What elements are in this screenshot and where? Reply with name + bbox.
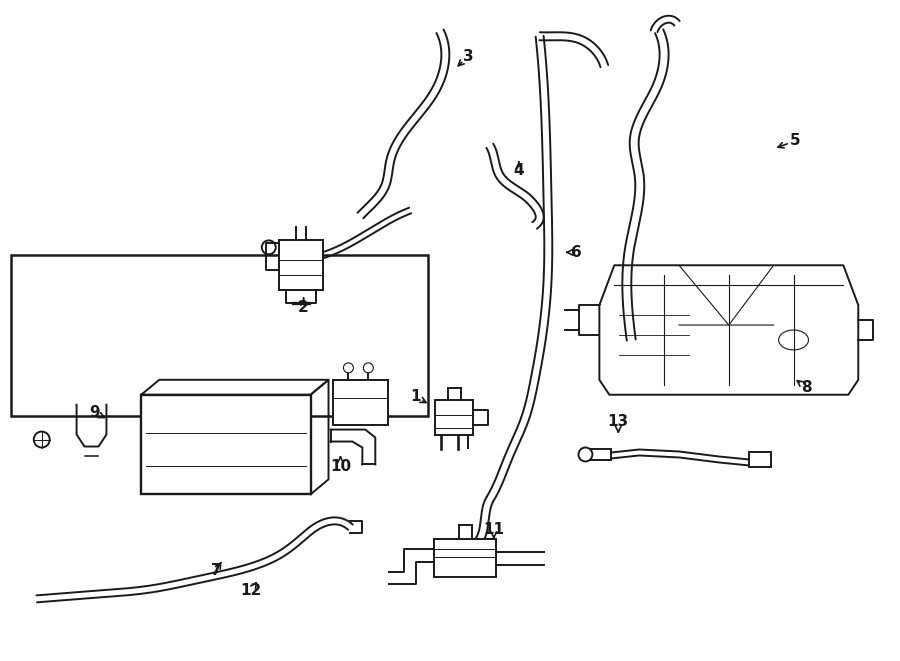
Text: 3: 3 — [463, 49, 473, 63]
Bar — [279, 241, 322, 290]
Bar — [434, 539, 496, 577]
Circle shape — [579, 447, 592, 461]
Text: 13: 13 — [608, 414, 629, 429]
Text: 12: 12 — [240, 584, 262, 598]
Bar — [435, 400, 472, 434]
Text: 1: 1 — [410, 389, 420, 405]
Text: 4: 4 — [513, 163, 524, 178]
Text: 2: 2 — [298, 299, 309, 315]
Text: 7: 7 — [211, 563, 221, 578]
Text: 10: 10 — [330, 459, 351, 474]
Text: 9: 9 — [89, 405, 100, 420]
Text: 8: 8 — [801, 380, 812, 395]
Circle shape — [344, 363, 354, 373]
Circle shape — [34, 432, 50, 447]
Bar — [749, 453, 770, 467]
Bar — [141, 395, 310, 494]
Circle shape — [364, 363, 374, 373]
Circle shape — [262, 241, 275, 254]
Bar — [11, 254, 428, 416]
Bar — [588, 449, 611, 461]
Text: 11: 11 — [483, 522, 504, 537]
Bar — [334, 380, 388, 424]
Text: 6: 6 — [572, 245, 581, 260]
Text: 5: 5 — [790, 134, 801, 148]
